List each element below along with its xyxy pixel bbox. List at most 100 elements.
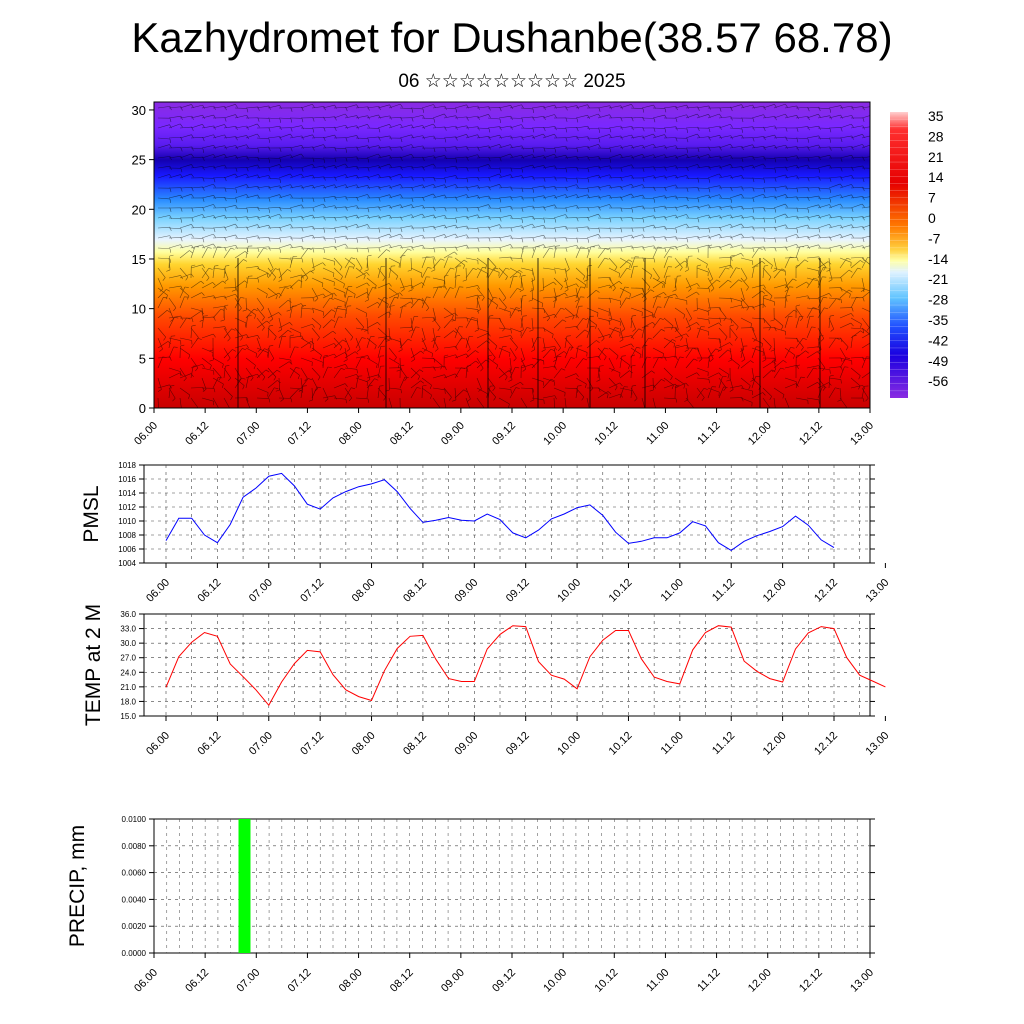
wind-barb (861, 307, 870, 312)
wind-barb (476, 204, 489, 209)
wind-barb-flag (202, 197, 205, 202)
wind-barb-flag (268, 398, 271, 403)
wind-barb (267, 257, 274, 269)
wind-barb-flag (247, 315, 252, 317)
wind-barb-flag (829, 177, 832, 183)
wind-barb (333, 206, 346, 209)
wind-barb-flag (361, 356, 366, 359)
wind-barb (179, 173, 192, 179)
wind-barb (630, 116, 643, 119)
wind-barb (795, 196, 808, 199)
wind-barb-flag (679, 267, 683, 271)
wind-barb-flag (400, 138, 403, 143)
wind-barb-flag (763, 246, 766, 251)
wind-barb-flag (862, 226, 865, 231)
wind-barb-flag (675, 228, 678, 233)
wind-barb (212, 134, 225, 139)
wind-barb (190, 226, 203, 229)
wind-barb (267, 326, 270, 339)
wind-barb-flag (169, 254, 174, 257)
wind-barb (806, 113, 819, 119)
wind-barb-flag (672, 339, 677, 342)
wind-barb-flag (317, 337, 320, 341)
wind-barb (762, 337, 772, 347)
wind-barb (311, 157, 324, 160)
wind-barb-flag (521, 218, 524, 223)
wind-barb-flag (278, 292, 282, 297)
wind-barb-flag (730, 116, 733, 121)
wind-barb (223, 136, 236, 139)
y-tick-label: 1012 (118, 503, 136, 512)
wind-barb (663, 367, 673, 377)
wind-barb-flag (169, 356, 172, 361)
wind-barb (377, 205, 390, 209)
wind-barb (366, 174, 379, 179)
y-tick-label: 21.0 (120, 683, 136, 692)
wind-barb (608, 281, 620, 289)
wind-barb (212, 267, 225, 271)
wind-barb (762, 125, 775, 129)
wind-barb (663, 383, 676, 389)
wind-barb-flag (543, 218, 546, 223)
wind-barb (762, 257, 773, 266)
wind-barb-flag (180, 195, 183, 199)
wind-barb (531, 217, 544, 220)
wind-barb-flag (191, 115, 194, 120)
wind-barb-flag (874, 168, 875, 172)
wind-barb (333, 124, 346, 129)
wind-barb-flag (310, 341, 315, 345)
wind-barb-flag (262, 317, 265, 321)
wind-barb (267, 105, 280, 109)
wind-barb (861, 126, 870, 129)
wind-barb (575, 386, 578, 399)
wind-barb-flag (840, 299, 842, 304)
wind-barb (850, 385, 863, 389)
wind-barb-flag (598, 144, 601, 148)
wind-barb-flag (840, 105, 843, 110)
wind-barb (300, 174, 313, 179)
wind-barb (498, 367, 508, 377)
wind-barb (168, 346, 174, 359)
wind-barb (432, 155, 445, 159)
wind-barb-flag (874, 106, 876, 110)
wind-barb (619, 155, 632, 159)
wind-barb (355, 257, 363, 269)
wind-barb-flag (372, 287, 377, 289)
wind-barb-flag (719, 125, 722, 130)
wind-barb-flag (323, 203, 326, 208)
wind-barb (399, 301, 411, 309)
wind-barb (498, 297, 507, 308)
wind-barb (311, 106, 324, 109)
wind-barb-flag (849, 293, 851, 298)
wind-barb (707, 279, 717, 289)
wind-barb (718, 214, 731, 219)
wind-barb-flag (191, 194, 194, 198)
wind-barb (454, 286, 460, 299)
wind-barb (454, 327, 463, 338)
wind-barb-flag (246, 108, 249, 113)
wind-barb (245, 123, 258, 129)
wind-barb (256, 185, 269, 189)
wind-barb (476, 387, 488, 395)
wind-barb-flag (273, 276, 276, 281)
wind-barb (740, 346, 744, 359)
wind-barb-flag (554, 176, 557, 181)
wind-barb (718, 205, 731, 209)
wind-barb (410, 166, 423, 169)
wind-barb (861, 135, 870, 139)
wind-barb-flag (807, 116, 810, 121)
wind-barb (487, 197, 501, 199)
y-axis-title: PRECIP, mm (66, 825, 89, 947)
wind-barb (828, 387, 836, 399)
wind-barb-flag (554, 134, 557, 138)
wind-barb-flag (730, 319, 732, 324)
wind-barb (421, 327, 426, 340)
wind-barb (729, 175, 742, 179)
wind-barb (839, 387, 842, 400)
wind-barb (421, 183, 434, 189)
wind-barb (267, 125, 280, 129)
wind-barb-flag (785, 127, 788, 132)
wind-barb-flag (499, 184, 502, 188)
wind-barb-flag (730, 155, 733, 160)
